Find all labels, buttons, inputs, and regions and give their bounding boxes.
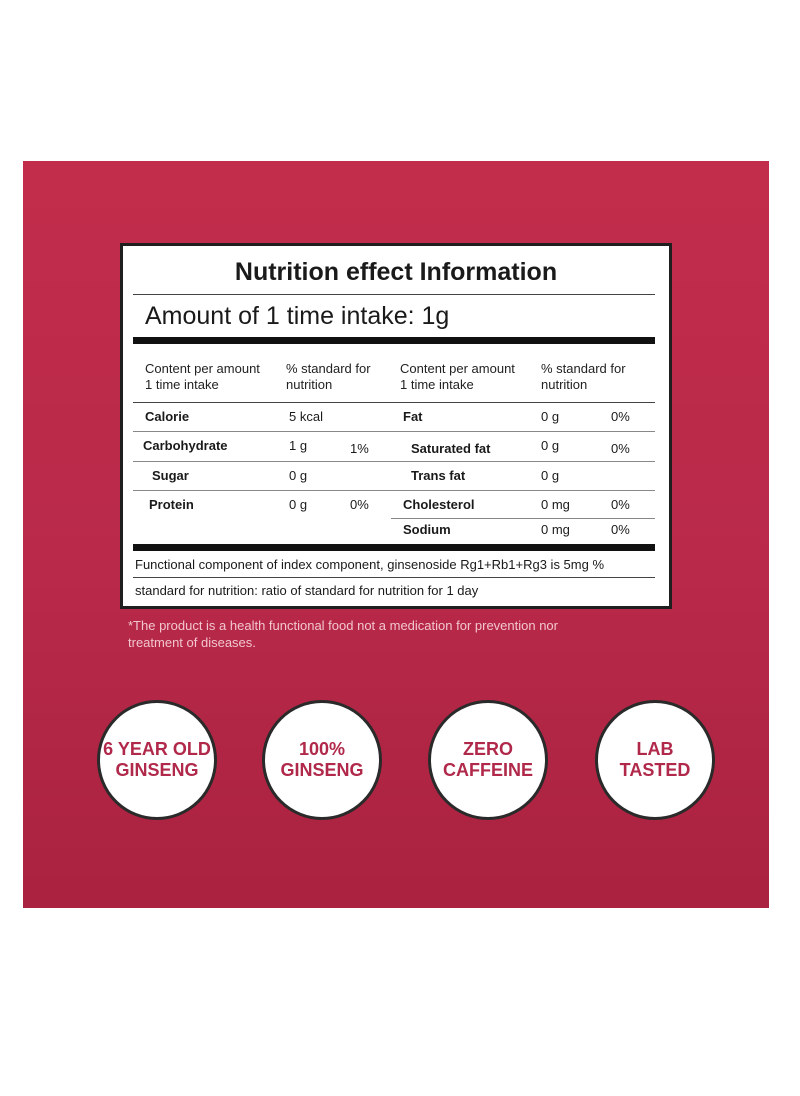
divider-thick bbox=[133, 544, 655, 551]
row-amount: 0 g bbox=[289, 468, 308, 483]
row-divider bbox=[133, 431, 655, 432]
row-amount: 0 g bbox=[541, 468, 560, 483]
header-content-right: Content per amount 1 time intake bbox=[400, 361, 515, 392]
row-amount: 5 kcal bbox=[289, 409, 323, 424]
badge-zero-caffeine: ZERO CAFFEINE bbox=[428, 700, 548, 820]
badge-lab-tasted: LAB TASTED bbox=[595, 700, 715, 820]
intake-amount: Amount of 1 time intake: 1g bbox=[145, 302, 450, 330]
divider bbox=[133, 402, 655, 403]
row-amount: 0 g bbox=[541, 409, 560, 424]
footnote-component: Functional component of index component,… bbox=[135, 557, 605, 572]
row-name: Protein bbox=[149, 497, 194, 512]
row-percent: 0% bbox=[350, 497, 369, 512]
badge-six-year-ginseng: 6 YEAR OLD GINSENG bbox=[97, 700, 217, 820]
header-standard-right: % standard for nutrition bbox=[541, 361, 626, 392]
row-percent: 0% bbox=[611, 497, 630, 512]
row-amount: 0 g bbox=[289, 497, 308, 512]
row-name: Trans fat bbox=[411, 468, 466, 483]
footnote-standard: standard for nutrition: ratio of standar… bbox=[135, 583, 479, 598]
nutrition-label: Nutrition effect Information Amount of 1… bbox=[120, 243, 672, 609]
row-name: Calorie bbox=[145, 409, 190, 424]
row-divider bbox=[391, 518, 655, 519]
divider-thick bbox=[133, 337, 655, 344]
row-divider bbox=[133, 490, 655, 491]
row-name: Sodium bbox=[403, 522, 451, 537]
row-name: Fat bbox=[403, 409, 423, 424]
row-percent: 0% bbox=[611, 522, 630, 537]
header-standard-left: % standard for nutrition bbox=[286, 361, 371, 392]
divider bbox=[133, 577, 655, 578]
label-title: Nutrition effect Information bbox=[234, 258, 558, 286]
row-percent: 1% bbox=[350, 441, 369, 456]
header-content-left: Content per amount 1 time intake bbox=[145, 361, 260, 392]
row-amount: 0 mg bbox=[541, 497, 570, 512]
row-name: Sugar bbox=[152, 468, 189, 483]
row-amount: 0 mg bbox=[541, 522, 570, 537]
divider bbox=[133, 294, 655, 295]
disclaimer-text: *The product is a health functional food… bbox=[128, 618, 558, 650]
row-amount: 0 g bbox=[541, 438, 560, 453]
row-name: Saturated fat bbox=[411, 441, 491, 456]
badge-100-ginseng: 100% GINSENG bbox=[262, 700, 382, 820]
row-amount: 1 g bbox=[289, 438, 308, 453]
row-name: Carbohydrate bbox=[143, 438, 228, 453]
row-percent: 0% bbox=[611, 441, 630, 456]
row-divider bbox=[133, 461, 655, 462]
row-name: Cholesterol bbox=[403, 497, 475, 512]
row-percent: 0% bbox=[611, 409, 630, 424]
